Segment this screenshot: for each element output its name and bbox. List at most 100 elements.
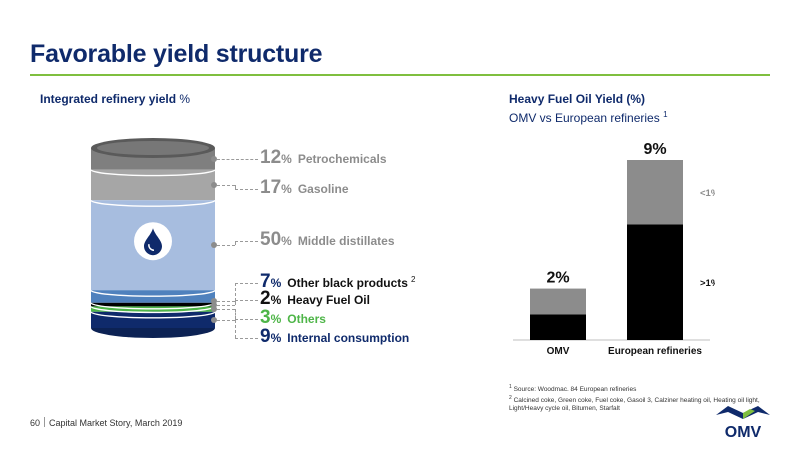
legend-leader-line	[217, 283, 258, 301]
barrel-segment	[91, 302, 215, 307]
legend-leader-segment	[235, 283, 258, 284]
barrel-lid-inner	[97, 141, 209, 155]
bar-segment	[530, 288, 586, 315]
legend-value-number: 12	[260, 147, 282, 168]
legend-label: Middle distillates	[297, 234, 395, 248]
footer-separator	[44, 417, 46, 427]
legend-leader-line	[217, 320, 258, 338]
legend-leader-dot	[211, 301, 217, 308]
legend-leader-line	[217, 309, 258, 319]
legend-leader-dot	[211, 306, 217, 313]
legend-leader-segment	[235, 241, 236, 246]
legend-value-percent: %	[270, 293, 282, 307]
barrel-layer-edge	[90, 169, 216, 177]
legend-leader-segment	[235, 189, 258, 190]
legend-leader-dot	[211, 316, 217, 323]
legend-leader-segment	[235, 241, 258, 242]
droplet-icon	[144, 228, 162, 256]
legend-value-percent: %	[281, 152, 292, 166]
legend-leader-line	[217, 185, 258, 189]
barrel-layer-edge	[90, 311, 216, 319]
legend-item: 2% Heavy Fuel Oil	[260, 288, 370, 310]
droplet-highlight-icon	[148, 244, 155, 251]
series-label: >1% Sulfur	[700, 278, 715, 289]
footnote-text: Source: Woodmac. 84 European refineries	[513, 386, 637, 394]
legend-leader-segment	[235, 309, 236, 319]
legend-value-percent: %	[270, 331, 282, 345]
footnote-2: 2 Calcined coke, Green coke, Fuel coke, …	[509, 394, 779, 413]
legend-leader-dot	[211, 181, 217, 188]
footnote-ref: 1	[663, 110, 668, 119]
legend-leader-dot	[211, 155, 217, 162]
legend-leader-segment	[217, 245, 235, 247]
bar-total-label: 9%	[643, 141, 666, 158]
legend-value-number: 7	[260, 271, 271, 292]
legend-leader-line	[217, 300, 258, 305]
legend-leader-segment	[235, 184, 236, 189]
legend-value: 12%	[260, 147, 292, 168]
title-divider	[30, 74, 770, 76]
legend-leader-segment	[217, 309, 235, 311]
page-title: Favorable yield structure	[30, 40, 323, 68]
logo-mark-icon	[716, 406, 770, 419]
legend-leader-segment	[235, 319, 236, 338]
barrel-layer-edge	[90, 289, 216, 297]
legend-value: 9%	[260, 326, 281, 347]
footnote-sup: 1	[509, 384, 512, 390]
legend-leader-dot	[211, 297, 217, 304]
footnote-1: 1 Source: Woodmac. 84 European refinerie…	[509, 383, 779, 394]
legend-value-percent: %	[281, 234, 292, 248]
legend-label: Others	[287, 312, 326, 326]
bar-segment	[627, 160, 683, 225]
legend-label: Internal consumption	[287, 331, 410, 345]
legend-value-percent: %	[270, 276, 282, 290]
bar-chart-subtitle-text: OMV vs European refineries	[509, 111, 660, 125]
legend-leader-line	[217, 241, 258, 245]
legend-label: Heavy Fuel Oil	[287, 293, 370, 307]
legend-value-percent: %	[281, 182, 292, 196]
barrel-subtitle-text: Integrated refinery yield	[40, 92, 177, 106]
page-number: 60	[30, 418, 41, 428]
legend-leader-segment	[217, 184, 235, 186]
x-tick-label: European refineries	[608, 346, 702, 357]
footnote-sup: 2	[509, 395, 512, 402]
legend-leader-segment	[235, 300, 258, 301]
barrel-chart	[90, 138, 216, 338]
series-label: <1% Sulfur	[700, 188, 715, 199]
legend-item: 17% Gasoline	[260, 177, 349, 199]
legend-leader-segment	[235, 319, 258, 320]
legend-value: 7%	[260, 271, 281, 292]
legend-leader-line	[217, 158, 258, 160]
barrel-layer-edge	[90, 306, 216, 314]
footnote-ref: 2	[410, 275, 416, 284]
legend-label: Other black products	[287, 276, 408, 290]
legend-item: 12% Petrochemicals	[260, 147, 387, 169]
footnote-text: Calcined coke, Green coke, Fuel coke, Ga…	[509, 397, 760, 413]
legend-value-percent: %	[270, 312, 282, 326]
bar-chart: 2% OMV 9% European refineries >1% Sulfur <1% …	[513, 141, 715, 357]
omv-logo: OMV	[716, 406, 770, 440]
logo-accent-icon	[743, 409, 755, 419]
legend-leader-segment	[217, 300, 235, 302]
legend-value: 50%	[260, 229, 292, 250]
barrel-subtitle: Integrated refinery yield %	[40, 92, 190, 106]
legend-leader-segment	[217, 304, 235, 306]
legend-value: 3%	[260, 307, 281, 328]
legend-value-number: 50	[260, 229, 282, 250]
page-footer: 60 Capital Market Story, March 2019	[30, 417, 182, 428]
barrel-subtitle-unit: %	[179, 92, 191, 106]
legend-leader-segment	[235, 338, 258, 339]
legend-item: 9% Internal consumption	[260, 326, 409, 348]
legend-leader-segment	[235, 300, 236, 305]
legend-label: Petrochemicals	[297, 152, 387, 166]
bar-chart-title: Heavy Fuel Oil Yield (%)	[509, 92, 646, 106]
legend-value-number: 17	[260, 177, 282, 198]
bar-total-label: 2%	[546, 270, 569, 287]
legend-value-number: 2	[260, 288, 271, 309]
legend-item: 7% Other black products 2	[260, 271, 415, 293]
barrel-layer-edge	[90, 302, 216, 310]
footnotes: 1 Source: Woodmac. 84 European refinerie…	[509, 383, 779, 413]
legend-leader-segment	[217, 319, 235, 321]
bar-chart-subtitle: OMV vs European refineries 1	[509, 110, 668, 125]
legend-leader-segment	[235, 283, 236, 301]
